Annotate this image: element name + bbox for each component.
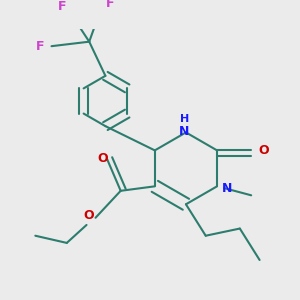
Text: F: F (36, 40, 44, 53)
Text: F: F (58, 0, 67, 14)
Text: O: O (98, 152, 108, 165)
Text: N: N (179, 125, 189, 138)
Text: O: O (258, 144, 269, 157)
Text: O: O (83, 209, 94, 222)
Text: F: F (105, 0, 114, 10)
Text: H: H (179, 115, 189, 124)
Text: N: N (221, 182, 232, 195)
